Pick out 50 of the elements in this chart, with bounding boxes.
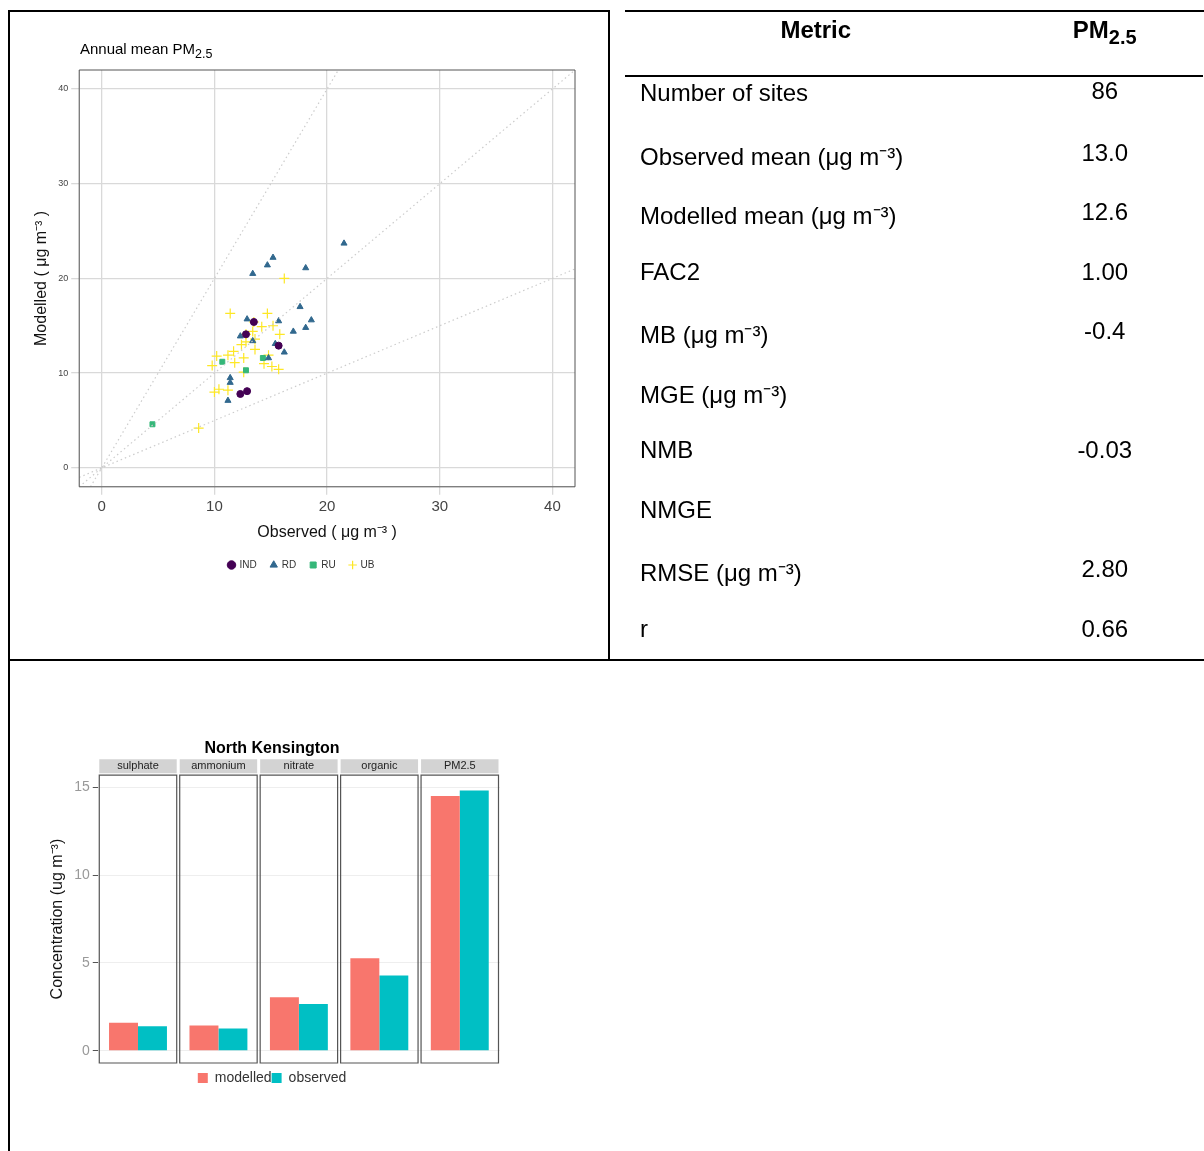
legend-label: RD	[281, 558, 297, 570]
text: 86	[1091, 77, 1119, 104]
y-tick-label: 15	[74, 778, 90, 795]
chart-title: Annual mean PM$_{2.5}$	[80, 40, 213, 61]
x-tick-label: 20	[318, 496, 336, 514]
x-tick-label: PM2.5	[443, 759, 476, 772]
y-axis-title: Modelled ( μg m⁻³ )	[32, 210, 50, 346]
y-tick-label: 5	[81, 953, 90, 970]
y-axis-title: Concentration (ug m⁻³)	[48, 838, 66, 1000]
legend-label: RU	[321, 558, 336, 570]
category-label: r	[639, 614, 649, 644]
category-label: FAC2	[639, 257, 702, 287]
text: 2.80	[1081, 555, 1129, 582]
text: 0.66	[1081, 614, 1129, 642]
x-tick-label: 40	[544, 496, 561, 514]
x-tick-label: nitrate	[283, 759, 315, 772]
chart-title: North Kensington	[204, 739, 340, 757]
text: -0.03	[1077, 436, 1133, 463]
category-label: Observed mean (μg m⁻³)	[639, 141, 905, 172]
legend-label: UB	[360, 558, 375, 570]
x-tick-label: 10	[206, 496, 223, 514]
y-tick-label: 0	[63, 462, 69, 473]
x-tick-label: sulphate	[117, 759, 159, 772]
text: 13.0	[1081, 138, 1129, 166]
x-tick-label: 0	[97, 496, 106, 514]
y-tick-label: 30	[58, 178, 69, 189]
legend-label: modelled	[214, 1068, 272, 1085]
text: -0.4	[1084, 317, 1126, 344]
x-tick-label: 30	[431, 496, 449, 514]
y-tick-label: 10	[58, 367, 69, 378]
x-tick-label: ammonium	[191, 759, 246, 772]
text: PM$_{2.5}$	[1006, 12, 1203, 76]
category-label: NMGE	[639, 495, 713, 525]
legend-label: IND	[239, 558, 257, 570]
category-label: Number of sites	[639, 78, 810, 108]
y-tick-label: 20	[58, 272, 69, 283]
y-tick-label: 40	[58, 83, 69, 94]
category-label: RMSE (μg m⁻³)	[639, 558, 803, 588]
category-label: MGE (μg m⁻³)	[639, 379, 789, 410]
category-label: MB (μg m⁻³)	[639, 320, 770, 350]
text: 1.00	[1081, 257, 1129, 285]
text: Metric	[625, 12, 1007, 76]
category-label: Modelled mean (μg m⁻³)	[639, 201, 898, 231]
y-tick-label: 10	[74, 866, 90, 883]
x-tick-label: organic	[361, 759, 398, 772]
legend-label: observed	[288, 1068, 347, 1085]
text: 12.6	[1081, 198, 1129, 225]
category-label: NMB	[639, 436, 695, 465]
y-tick-label: 0	[81, 1041, 90, 1058]
x-axis-title: Observed ( μg m⁻³ )	[257, 522, 397, 540]
